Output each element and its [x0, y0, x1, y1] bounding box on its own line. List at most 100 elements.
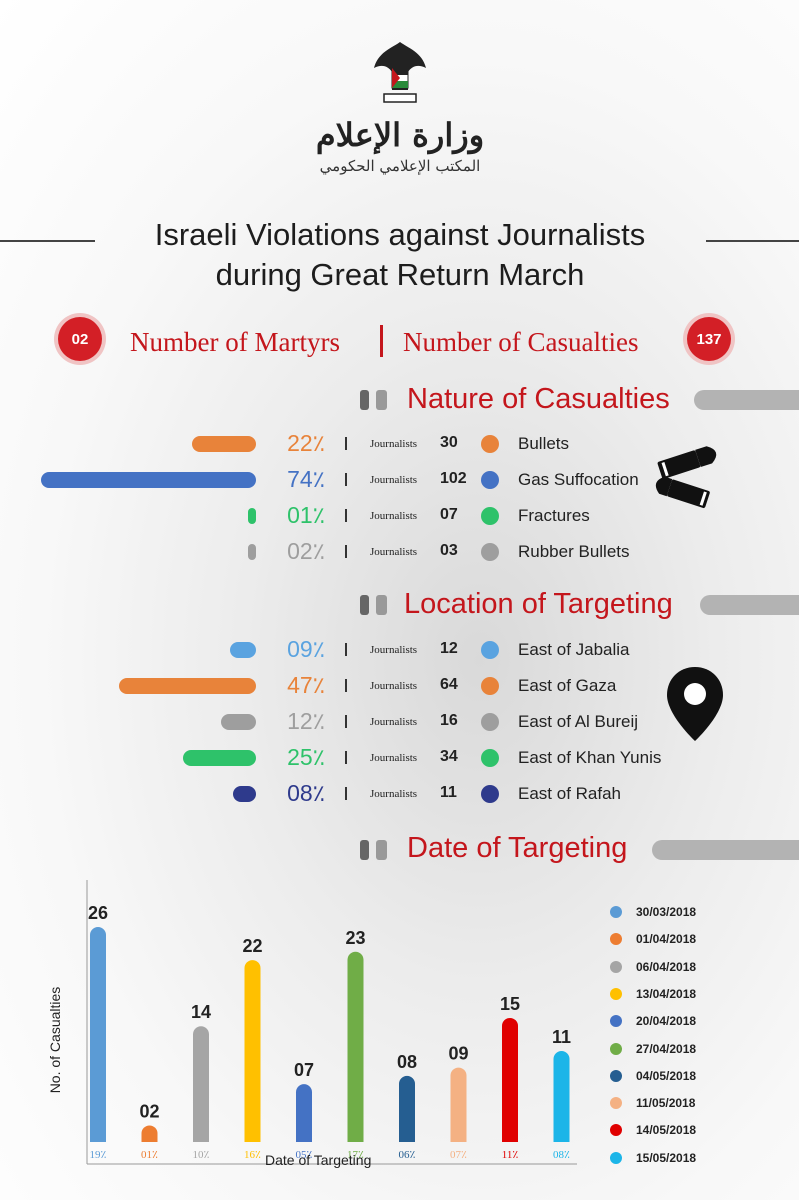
journalists-label: Journalists — [370, 752, 418, 764]
bar-value-label: 02 — [139, 1101, 159, 1121]
bar-percent-label: 08٪ — [553, 1149, 570, 1161]
journalists-label: Journalists — [370, 474, 418, 486]
martyrs-count-badge: 02 — [58, 317, 102, 361]
category-label: Gas Suffocation — [518, 470, 639, 489]
section-marker — [360, 595, 369, 615]
legend-label: 01/04/2018 — [636, 932, 697, 947]
chart-bar — [141, 1125, 158, 1142]
legend-item: 20/04/2018 — [610, 1014, 696, 1028]
row-divider — [345, 437, 347, 450]
percent-label: 74٪ — [287, 466, 325, 492]
date-section-title: Date of Targeting — [407, 832, 628, 864]
bar-percent-label: 17٪ — [347, 1149, 364, 1161]
title-divider-left — [0, 240, 95, 242]
journalists-count: 11 — [440, 784, 457, 801]
category-dot — [481, 713, 499, 731]
bar-percent-label: 11٪ — [502, 1149, 519, 1161]
bar-value-label: 26 — [88, 903, 108, 923]
legend-dot — [610, 1042, 622, 1055]
bar-percent-label: 16٪ — [244, 1149, 261, 1161]
row-divider — [345, 787, 347, 800]
title-line-2: during Great Return March — [215, 257, 585, 292]
ministry-arabic-logo: وزارة الإعلام المكتب الإعلامي الحكومي — [300, 115, 500, 177]
percent-bar — [183, 750, 256, 766]
percent-label: 01٪ — [287, 502, 325, 528]
percent-bar — [248, 508, 256, 524]
legend-label: 04/05/2018 — [636, 1068, 697, 1083]
legend-item: 06/04/2018 — [610, 960, 696, 974]
category-label: East of Al Bureij — [518, 712, 639, 731]
legend-label: 14/05/2018 — [636, 1123, 697, 1138]
legend-dot — [610, 1015, 622, 1028]
journalists-count: 102 — [440, 470, 467, 487]
section-marker — [376, 390, 387, 410]
percent-label: 08٪ — [287, 780, 325, 806]
martyrs-label: Number of Martyrs — [130, 327, 340, 357]
legend-label: 20/04/2018 — [636, 1014, 697, 1029]
journalists-count: 64 — [440, 676, 458, 693]
journalists-count: 16 — [440, 712, 458, 729]
category-label: East of Jabalia — [518, 640, 630, 659]
chart-bar — [244, 960, 261, 1142]
bar-value-label: 08 — [397, 1052, 417, 1072]
percent-bar — [192, 436, 256, 452]
legend-label: 11/05/2018 — [636, 1096, 696, 1111]
date-chart: 26 19٪ 02 01٪ 14 10٪ 22 16٪ 07 05٪ 23 17٪ 08 06٪ 09 07٪… — [35, 880, 595, 1180]
legend-label: 30/03/2018 — [636, 905, 697, 919]
bar-value-label: 22 — [242, 936, 262, 956]
journalists-label: Journalists — [370, 546, 418, 558]
chart-bar — [90, 927, 106, 1142]
bullets-icon — [652, 440, 732, 525]
journalists-count: 03 — [440, 542, 458, 559]
percent-bar — [233, 786, 256, 802]
legend-item: 15/05/2018 — [610, 1151, 696, 1165]
row-divider — [345, 643, 347, 656]
journalists-count: 30 — [440, 434, 458, 451]
section-pill — [694, 390, 799, 410]
bar-value-label: 11 — [552, 1027, 571, 1047]
office-name: المكتب الإعلامي الحكومي — [319, 157, 481, 175]
legend-label: 13/04/2018 — [636, 986, 697, 1001]
percent-bar — [248, 544, 256, 560]
journalists-count: 12 — [440, 640, 458, 657]
legend-item: 04/05/2018 — [610, 1069, 696, 1083]
chart-bar — [347, 951, 364, 1142]
legend-dot — [610, 987, 622, 1000]
section-pill — [652, 840, 799, 860]
journalists-count: 07 — [440, 506, 458, 523]
bar-percent-label: 19٪ — [90, 1149, 107, 1161]
row-divider — [345, 751, 347, 764]
section-pill — [700, 595, 799, 615]
category-label: East of Rafah — [518, 784, 622, 803]
legend-item: 14/05/2018 — [610, 1123, 696, 1137]
chart-bar — [399, 1075, 415, 1142]
bar-value-label: 09 — [448, 1044, 468, 1064]
row-divider — [345, 715, 347, 728]
nature-section-title: Nature of Casualties — [407, 383, 670, 415]
legend-item: 01/04/2018 — [610, 932, 696, 946]
category-dot — [481, 507, 499, 525]
category-label: East of Gaza — [518, 676, 617, 695]
percent-label: 22٪ — [287, 430, 325, 456]
chart-bar — [502, 1017, 518, 1142]
percent-bar — [230, 642, 256, 658]
category-dot — [481, 785, 499, 803]
percent-bar — [41, 472, 256, 488]
title-divider-right — [706, 240, 799, 242]
journalists-label: Journalists — [370, 716, 418, 728]
legend-dot — [610, 1069, 622, 1082]
bar-percent-label: 07٪ — [450, 1149, 467, 1161]
category-dot — [481, 641, 499, 659]
chart-bar — [553, 1051, 570, 1142]
legend-dot — [610, 906, 622, 918]
bar-percent-label: 10٪ — [193, 1149, 210, 1161]
casualties-label: Number of Casualties — [403, 327, 639, 357]
section-marker — [376, 840, 387, 860]
bar-percent-label: 01٪ — [141, 1149, 158, 1161]
chart-bar — [193, 1026, 209, 1142]
page-title: Israeli Violations against Journalists d… — [100, 215, 700, 295]
bar-percent-label: 06٪ — [399, 1149, 416, 1161]
category-label: Rubber Bullets — [518, 542, 630, 561]
category-dot — [481, 677, 499, 695]
percent-label: 09٪ — [287, 636, 325, 662]
